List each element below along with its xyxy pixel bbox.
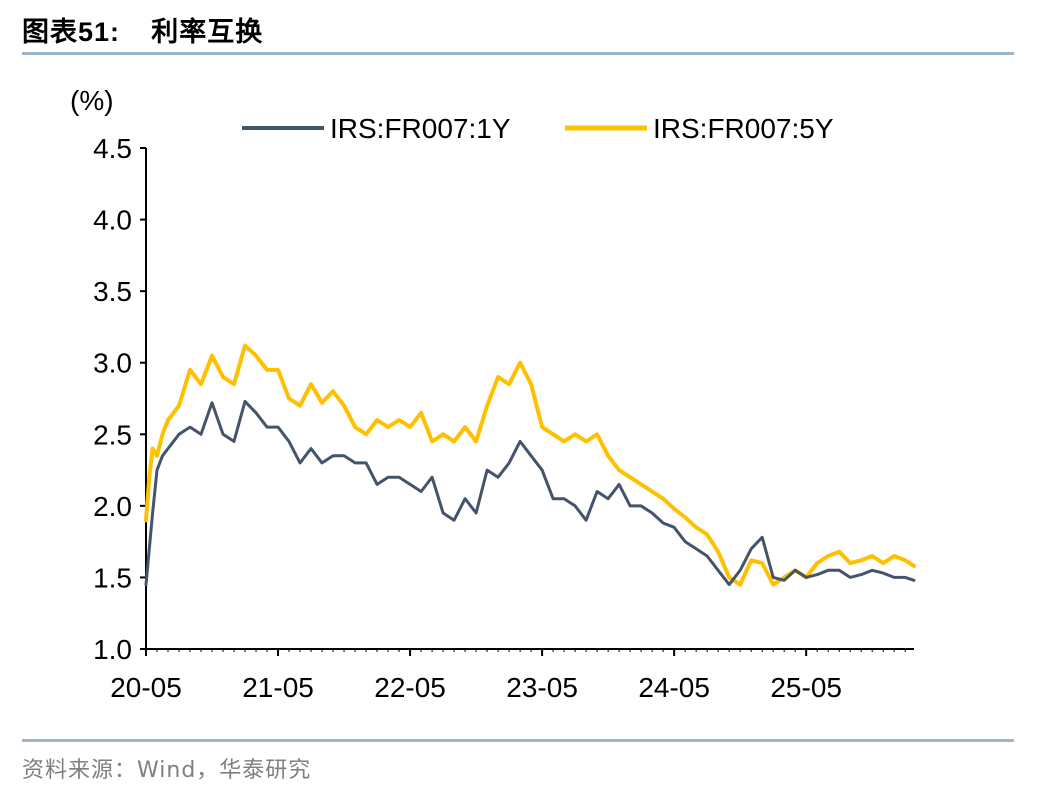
y-tick-label: 4.0 [93, 205, 132, 236]
legend-label-1: IRS:FR007:1Y [330, 113, 511, 144]
top-divider [22, 52, 1014, 55]
y-tick-label: 2.0 [93, 491, 132, 522]
y-tick-label: 2.5 [93, 419, 132, 450]
series-line-1 [144, 399, 916, 587]
x-tick-label: 22-05 [374, 672, 446, 703]
figure-title-text: 利率互换 [151, 17, 264, 48]
bottom-divider [22, 739, 1014, 742]
series-layer [144, 343, 916, 587]
x-tick-label: 25-05 [770, 672, 842, 703]
y-tick-label: 3.0 [93, 348, 132, 379]
x-tick-label: 24-05 [638, 672, 710, 703]
x-tick-label: 20-05 [110, 672, 182, 703]
legend-label-2: IRS:FR007:5Y [653, 113, 834, 144]
y-axis-unit-label: (%) [70, 85, 114, 116]
axes: 1.0 1.5 2.0 2.5 3.0 3.5 4.0 4.5 20-05 21-05 22-05 2… [93, 133, 914, 703]
y-tick-label: 1.5 [93, 562, 132, 593]
figure-prefix: 图表 [22, 17, 78, 48]
y-tick-label: 3.5 [93, 276, 132, 307]
source-note: 资料来源：Wind，华泰研究 [22, 758, 312, 783]
figure-title: 图表51: 利率互换 [22, 10, 263, 49]
x-tick-label: 23-05 [506, 672, 578, 703]
y-tick-label: 1.0 [93, 634, 132, 665]
legend: IRS:FR007:1Y IRS:FR007:5Y [242, 113, 834, 144]
x-tick-label: 21-05 [242, 672, 314, 703]
figure-number: 51: [78, 17, 121, 47]
series-line-2 [144, 343, 916, 587]
y-tick-label: 4.5 [93, 133, 132, 164]
